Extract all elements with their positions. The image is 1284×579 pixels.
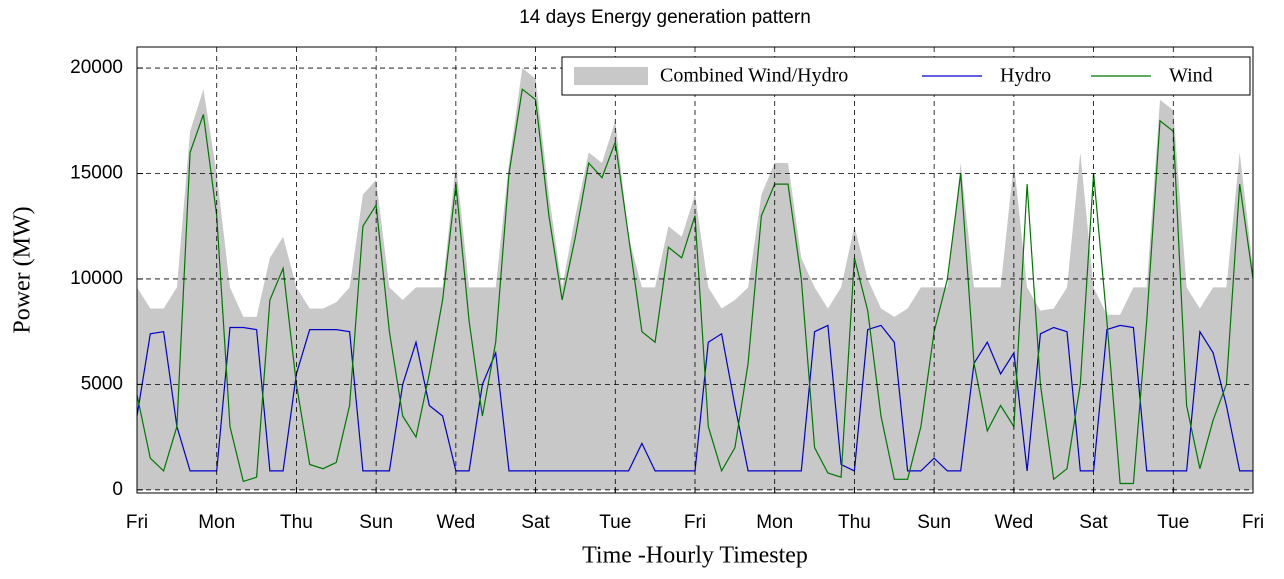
chart-title: 14 days Energy generation pattern (519, 7, 811, 28)
x-tick-label: Thu (838, 512, 871, 533)
legend-swatch (574, 67, 648, 85)
line (136, 88, 1254, 485)
x-tick-label: Sun (917, 512, 951, 533)
x-tick-label: Sat (1079, 512, 1108, 533)
x-axis-label: Time -Hourly Timestep (582, 543, 808, 569)
x-tick-label: Sun (359, 512, 393, 533)
y-axis-label: Power (MW) (10, 206, 36, 333)
y-tick-label: 0 (112, 479, 123, 500)
y-tick-label: 10000 (70, 268, 123, 289)
legend-label: Wind (1169, 65, 1213, 87)
x-tick-label: Mon (198, 512, 235, 533)
legend: Combined Wind/Hydro Hydro Wind (561, 56, 1251, 96)
x-tick-label: Wed (436, 512, 475, 533)
plot-frame (136, 46, 1254, 494)
x-tick-label: Tue (1157, 512, 1189, 533)
x-tick-label: Fri (684, 512, 706, 533)
legend-label: Combined Wind/Hydro (660, 65, 848, 87)
y-tick-label: 15000 (70, 163, 123, 184)
x-tick-label: Mon (756, 512, 793, 533)
x-tick-label: Fri (126, 512, 148, 533)
x-tick-label: Wed (994, 512, 1033, 533)
x-tick-label: Thu (280, 512, 313, 533)
legend-label: Hydro (1000, 65, 1051, 87)
x-tick-label: Fri (1242, 512, 1264, 533)
x-tick-label: Sat (521, 512, 550, 533)
y-tick-label: 20000 (70, 57, 123, 78)
y-tick-label: 5000 (81, 373, 123, 394)
x-tick-label: Tue (599, 512, 631, 533)
